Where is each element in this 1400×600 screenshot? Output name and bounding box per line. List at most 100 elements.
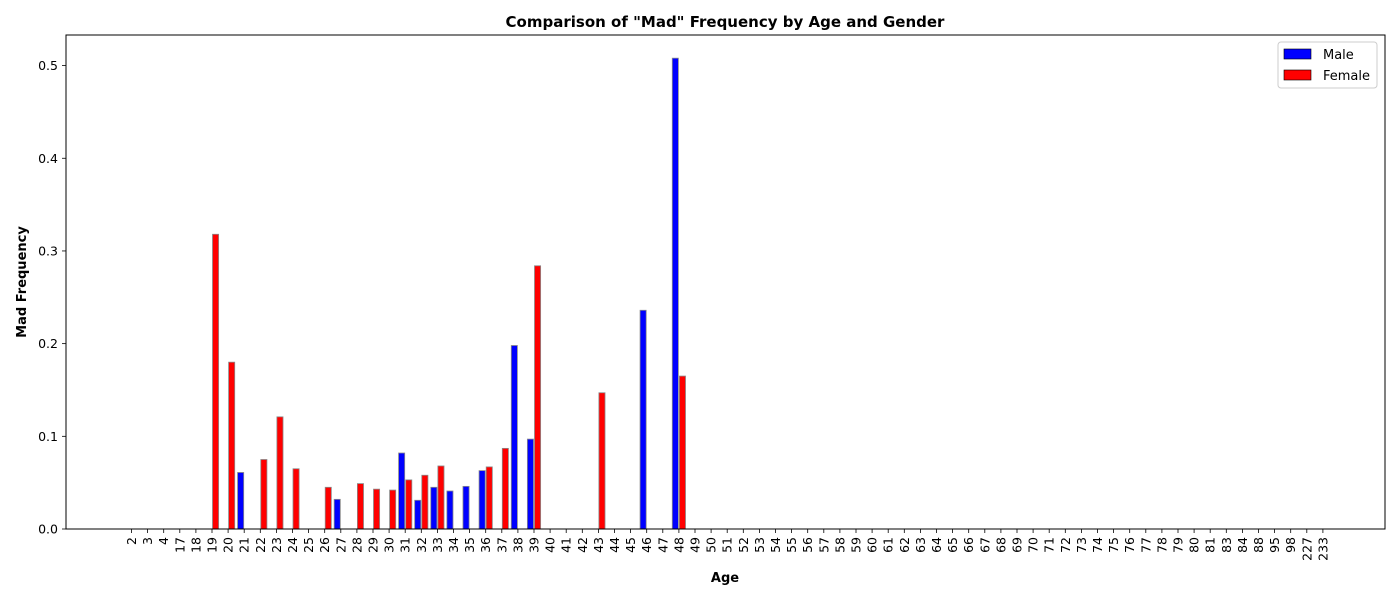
- x-tick-label: 34: [446, 537, 461, 553]
- x-tick-label: 70: [1026, 537, 1041, 553]
- bar-female-37: [501, 447, 509, 530]
- x-tick-label: 95: [1267, 537, 1282, 553]
- x-tick-label: 81: [1203, 537, 1218, 553]
- bar-male-33: [430, 486, 438, 530]
- x-tick-label: 37: [494, 537, 509, 553]
- y-tick-label: 0.2: [38, 336, 58, 351]
- x-tick-label: 44: [607, 537, 622, 553]
- y-axis-ticks: 0.0 0.1 0.2 0.3 0.4 0.5: [38, 58, 66, 537]
- x-tick-label: 63: [913, 537, 928, 553]
- bar-female-29: [373, 488, 381, 530]
- bar-female-22: [260, 459, 268, 530]
- bar-male-36: [478, 470, 486, 530]
- y-tick-label: 0.5: [38, 58, 58, 73]
- x-tick-label: 43: [591, 537, 606, 553]
- x-tick-label: 76: [1122, 537, 1137, 553]
- x-tick-label: 19: [205, 537, 220, 553]
- x-tick-label: 68: [993, 537, 1008, 553]
- x-tick-label: 69: [1010, 537, 1025, 553]
- x-tick-label: 233: [1315, 537, 1330, 561]
- legend-label-female: Female: [1323, 69, 1370, 84]
- x-tick-label: 74: [1090, 537, 1105, 553]
- bar-male-27: [333, 498, 341, 530]
- y-tick-label: 0.4: [38, 151, 58, 166]
- bar-female-31: [405, 479, 413, 530]
- legend-swatch-male: [1283, 48, 1312, 60]
- bars-layer: [212, 57, 686, 530]
- x-tick-label: 59: [849, 537, 864, 553]
- x-tick-label: 80: [1187, 537, 1202, 553]
- bar-female-26: [324, 486, 332, 530]
- x-tick-label: 36: [478, 537, 493, 553]
- x-tick-label: 77: [1138, 537, 1153, 553]
- bar-female-23: [276, 416, 284, 530]
- x-tick-label: 3: [140, 537, 155, 545]
- bar-female-19: [212, 233, 220, 530]
- x-tick-label: 83: [1219, 537, 1234, 553]
- x-tick-label: 62: [897, 537, 912, 553]
- bar-female-24: [292, 468, 300, 530]
- x-tick-label: 46: [639, 537, 654, 553]
- x-tick-label: 41: [559, 537, 574, 553]
- x-tick-label: 79: [1171, 537, 1186, 553]
- x-tick-label: 51: [720, 537, 735, 553]
- x-tick-label: 66: [961, 537, 976, 553]
- x-tick-label: 38: [510, 537, 525, 553]
- bar-male-46: [639, 309, 647, 530]
- bar-male-39: [526, 438, 534, 530]
- legend-swatch-female: [1283, 69, 1312, 81]
- x-tick-label: 22: [253, 537, 268, 553]
- x-tick-label: 53: [752, 537, 767, 553]
- x-tick-label: 39: [527, 537, 542, 553]
- x-tick-label: 56: [800, 537, 815, 553]
- bar-male-32: [414, 499, 422, 530]
- x-tick-label: 27: [333, 537, 348, 553]
- x-tick-label: 35: [462, 537, 477, 553]
- x-tick-label: 18: [188, 537, 203, 553]
- chart-title: Comparison of "Mad" Frequency by Age and…: [506, 13, 945, 31]
- bar-female-43: [598, 392, 606, 530]
- bar-female-20: [228, 361, 236, 530]
- bar-male-35: [462, 485, 470, 530]
- bar-male-31: [398, 452, 406, 530]
- x-tick-label: 65: [945, 537, 960, 553]
- y-tick-label: 0.1: [38, 429, 58, 444]
- x-axis-ticks: 2 3 4 17 18 19 20 21 22 23 24 25 26 27 28 29 30 31 32 33 34 3…: [124, 529, 1330, 561]
- x-tick-label: 45: [623, 537, 638, 553]
- x-tick-label: 61: [881, 537, 896, 553]
- x-tick-label: 57: [816, 537, 831, 553]
- bar-male-48: [671, 57, 679, 530]
- x-tick-label: 26: [317, 537, 332, 553]
- bar-female-33: [437, 465, 445, 530]
- x-tick-label: 227: [1299, 537, 1314, 561]
- legend: Male Female: [1277, 41, 1378, 89]
- x-tick-label: 40: [543, 537, 558, 553]
- x-tick-label: 55: [784, 537, 799, 553]
- x-tick-label: 32: [414, 537, 429, 553]
- x-tick-label: 72: [1058, 537, 1073, 553]
- x-tick-label: 71: [1042, 537, 1057, 553]
- x-tick-label: 33: [430, 537, 445, 553]
- x-tick-label: 75: [1106, 537, 1121, 553]
- x-tick-label: 17: [172, 537, 187, 553]
- bar-female-39: [534, 265, 542, 530]
- x-tick-label: 20: [221, 537, 236, 553]
- y-tick-label: 0.3: [38, 243, 58, 258]
- x-tick-label: 31: [398, 537, 413, 553]
- plot-frame: [65, 34, 1386, 530]
- x-axis-label: Age: [711, 571, 739, 586]
- bar-female-28: [356, 483, 364, 530]
- x-tick-label: 64: [929, 537, 944, 553]
- x-tick-label: 21: [237, 537, 252, 553]
- y-axis-label: Mad Frequency: [15, 226, 30, 338]
- x-tick-label: 23: [269, 537, 284, 553]
- x-tick-label: 67: [977, 537, 992, 553]
- x-tick-label: 98: [1283, 537, 1298, 553]
- x-tick-label: 24: [285, 537, 300, 553]
- bar-male-38: [510, 345, 518, 530]
- bar-male-21: [237, 472, 245, 530]
- bar-female-36: [485, 466, 493, 530]
- x-tick-label: 28: [349, 537, 364, 553]
